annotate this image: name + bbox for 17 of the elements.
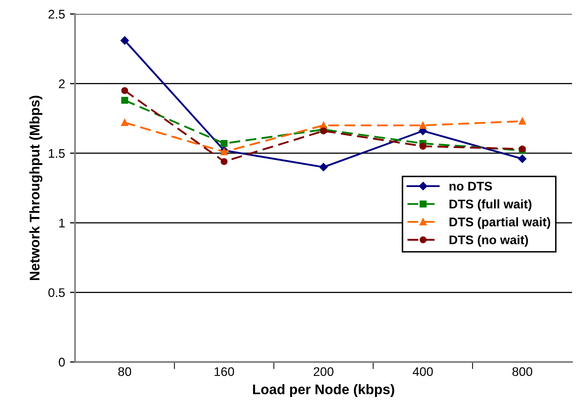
- legend-label: DTS (partial wait): [450, 217, 550, 229]
- y-tick-label: 1: [59, 218, 65, 228]
- x-tick-label: 800: [512, 367, 532, 376]
- y-tick-label: 0.5: [48, 288, 65, 298]
- y-tick-label: 2: [58, 79, 65, 88]
- y-tick-label: 1.5: [48, 149, 65, 158]
- x-tick-label: 160: [214, 367, 234, 376]
- y-tick-label: 2.5: [48, 10, 65, 19]
- y-axis-title: Network Throughput (Mbps): [29, 96, 42, 280]
- x-axis-title: Load per Node (kbps): [253, 384, 394, 398]
- x-tick-label: 200: [314, 367, 334, 376]
- x-tick-label: 400: [412, 367, 433, 376]
- y-tick-label: 0: [58, 358, 65, 367]
- x-tick-label: 80: [118, 367, 132, 376]
- legend-label: no DTS: [450, 182, 492, 191]
- legend-label: DTS (full wait): [450, 199, 532, 211]
- legend-label: DTS (no wait): [450, 235, 528, 247]
